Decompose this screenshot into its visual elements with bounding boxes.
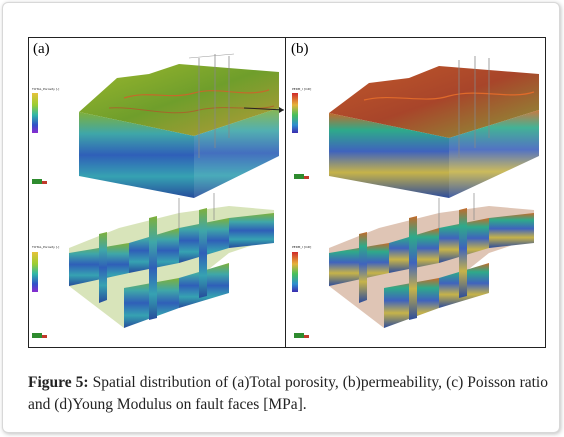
figure-card: TOTAL_Porosity [-]	[2, 2, 560, 433]
legend-b-top-title: PERM_I [mD]	[292, 87, 311, 91]
figure-graphics: TOTAL_Porosity [-]	[31, 53, 539, 338]
porosity-legend-bottom: TOTAL_Porosity [-]	[31, 245, 59, 292]
permeability-fault-faces	[294, 193, 534, 338]
caption-text: Spatial distribution of (a)Total porosit…	[28, 374, 548, 413]
permeability-legend-top: PERM_I [mD]	[292, 87, 311, 133]
porosity-fault-faces	[32, 193, 274, 338]
figure-caption: Figure 5: Spatial distribution of (a)Tot…	[28, 372, 548, 416]
panel-b-label: (b)	[291, 41, 309, 57]
permeability-block-model	[294, 56, 539, 198]
panel-a-label: (a)	[33, 41, 50, 57]
permeability-legend-bottom: PERM_I [mD]	[292, 245, 311, 292]
figure-image-frame: TOTAL_Porosity [-]	[28, 37, 546, 348]
porosity-block-model	[32, 53, 285, 198]
caption-label: Figure 5:	[28, 374, 89, 391]
legend-b-bottom-title: PERM_I [mD]	[292, 245, 311, 249]
legend-a-bottom-title: TOTAL_Porosity [-]	[31, 245, 59, 249]
legend-a-top-title: TOTAL_Porosity [-]	[31, 87, 59, 91]
porosity-legend-top: TOTAL_Porosity [-]	[31, 87, 59, 133]
panel-divider	[285, 38, 286, 347]
